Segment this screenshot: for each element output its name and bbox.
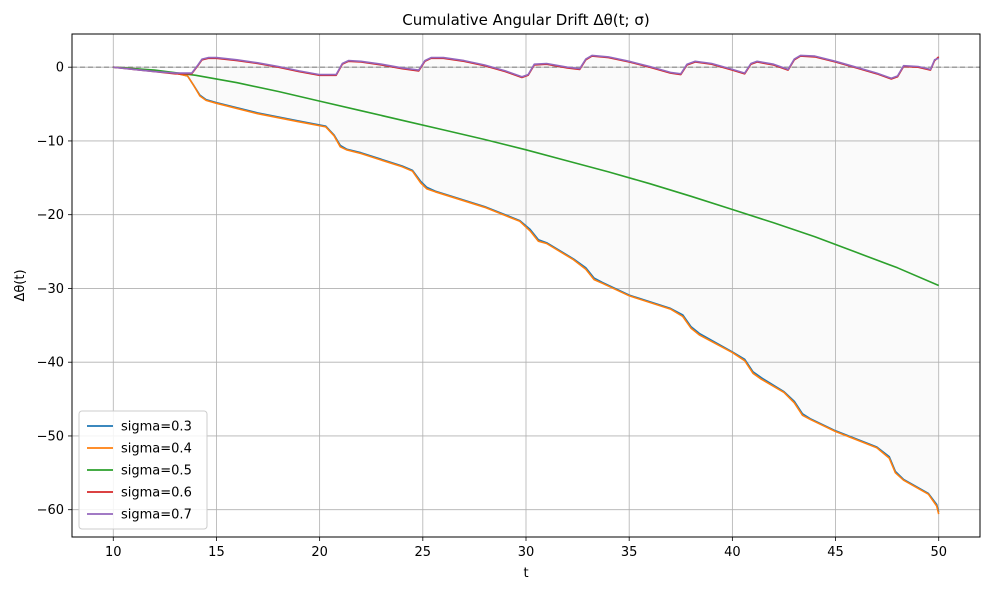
- legend-label: sigma=0.3: [121, 420, 192, 435]
- x-tick-label: 30: [518, 545, 535, 560]
- x-axis-ticks: 10 15 20 25 30 35 40 45 50: [105, 537, 947, 560]
- legend: sigma=0.3 sigma=0.4 sigma=0.5 sigma=0.6 sigm…: [78, 410, 208, 530]
- series-line-sigma-0-5: [113, 66, 940, 287]
- y-tick-label: −50: [37, 429, 64, 444]
- x-tick-label: 40: [724, 545, 741, 560]
- y-tick-label: −30: [37, 282, 64, 297]
- x-tick-label: 15: [208, 545, 225, 560]
- x-tick-label: 35: [621, 545, 638, 560]
- y-tick-label: −40: [37, 356, 64, 371]
- x-tick-label: 10: [105, 545, 122, 560]
- legend-box: [78, 410, 208, 530]
- y-axis-label: Δθ(t): [13, 269, 28, 301]
- y-tick-label: −10: [37, 134, 64, 149]
- plot-series: [113, 54, 940, 515]
- legend-label: sigma=0.5: [121, 464, 192, 479]
- x-tick-label: 25: [415, 545, 432, 560]
- x-tick-label: 45: [827, 545, 844, 560]
- y-tick-label: 0: [56, 61, 64, 76]
- y-tick-label: −20: [37, 208, 64, 223]
- legend-label: sigma=0.4: [121, 442, 192, 457]
- legend-label: sigma=0.7: [121, 508, 192, 523]
- chart-title: Cumulative Angular Drift Δθ(t; σ): [402, 11, 649, 29]
- legend-label: sigma=0.6: [121, 486, 192, 501]
- y-tick-label: −60: [37, 503, 64, 518]
- y-axis-ticks: 0 −10 −20 −30 −40 −50 −60: [37, 61, 72, 518]
- series-line-sigma-0-7: [113, 54, 939, 80]
- x-tick-label: 20: [311, 545, 328, 560]
- x-tick-label: 50: [930, 545, 947, 560]
- series-line-sigma-0-4: [113, 66, 940, 515]
- x-axis-label: t: [523, 566, 528, 581]
